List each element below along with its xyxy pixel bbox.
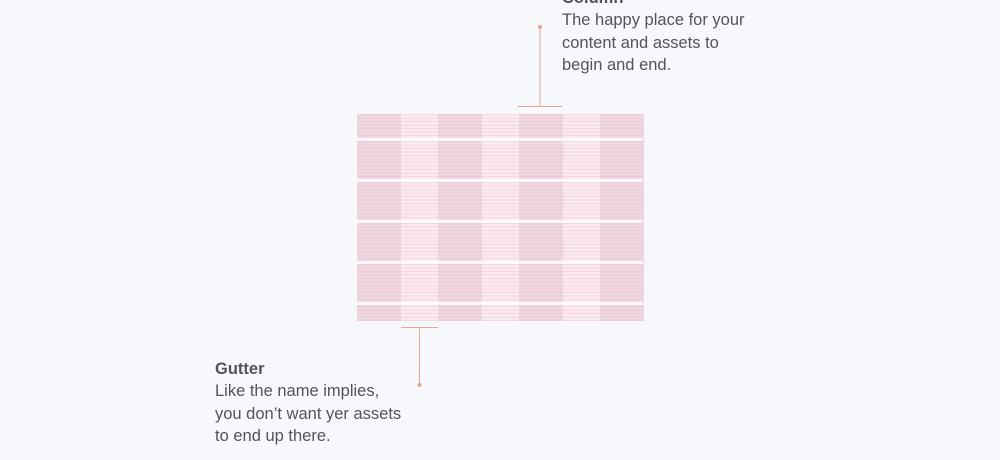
row-separator: [357, 261, 643, 264]
gutter-callout-title: Gutter: [215, 360, 265, 378]
gutter-leader-dot: [417, 383, 422, 387]
row-separator: [357, 138, 643, 141]
row-separator: [357, 302, 643, 305]
row-separator: [357, 179, 643, 182]
column-callout-title: Column: [562, 0, 802, 9]
column-callout-description: The happy place for your content and ass…: [562, 11, 745, 74]
leader-layer: [401, 25, 562, 387]
gutter-callout-description: Like the name implies, you don’t want ye…: [215, 382, 402, 445]
column-callout: Column The happy place for your content …: [562, 0, 802, 77]
row-separator: [357, 220, 643, 223]
column-leader-dot: [538, 25, 542, 29]
grid-layer: [357, 114, 644, 321]
gutter-callout: Gutter Like the name implies, you don’t …: [215, 358, 455, 448]
